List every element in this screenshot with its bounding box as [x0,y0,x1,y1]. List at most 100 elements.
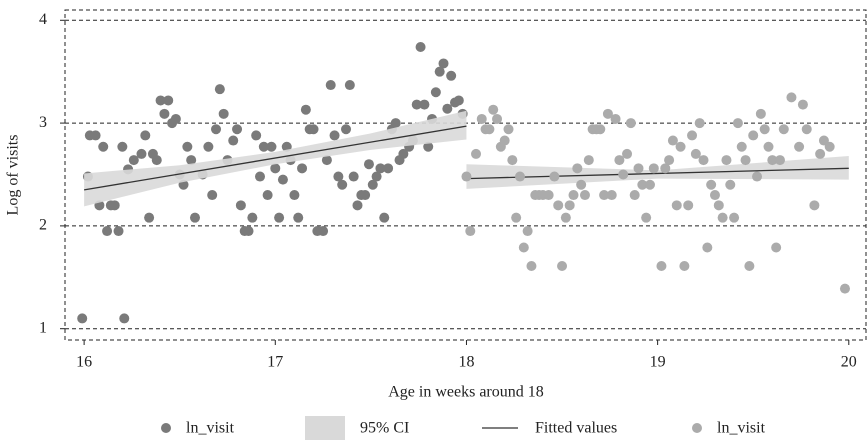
scatter-point [102,226,113,237]
scatter-point [732,118,743,129]
scatter-point [367,179,378,190]
scatter-point [778,124,789,135]
scatter-point [297,163,308,174]
scatter-point [664,155,675,166]
scatter-point [318,226,329,237]
scatter-point [748,130,759,141]
scatter-point [415,42,426,53]
scatter-point [375,163,386,174]
scatter-point [763,141,774,152]
scatter-point [151,155,162,166]
scatter-point [595,124,606,135]
scatter-point [518,242,529,253]
scatter-point [736,141,747,152]
scatter-point [471,148,482,159]
scatter-point [189,212,200,223]
scatter-point [344,80,355,91]
scatter-point [254,171,265,182]
scatter-point [637,179,648,190]
scatter-point [706,179,717,190]
scatter-point [371,171,382,182]
scatter-point [767,155,778,166]
scatter-point [228,135,239,146]
scatter-point [641,212,652,223]
scatter-point [465,226,476,237]
legend-marker [305,416,345,440]
scatter-point [182,141,193,152]
x-axis-label: Age in weeks around 18 [388,384,544,401]
scatter-point [270,163,281,174]
scatter-point [329,130,340,141]
scatter-point [721,155,732,166]
scatter-point [488,104,499,115]
scatter-point [277,174,288,185]
scatter-point [549,171,560,182]
scatter-point [709,190,720,201]
y-tick-label: 4 [39,11,47,28]
scatter-point [583,155,594,166]
scatter-point [140,130,151,141]
scatter-point [717,212,728,223]
scatter-point [543,190,554,201]
plot-frame [64,9,867,341]
scatter-point [752,171,763,182]
scatter-point [476,113,487,124]
scatter-point [729,212,740,223]
scatter-point [771,242,782,253]
scatter-point [341,124,352,135]
scatter-point [159,108,170,119]
scatter-point [289,190,300,201]
scatter-point [308,124,319,135]
scatter-point [507,155,518,166]
scatter-point [136,148,147,159]
scatter-point [484,124,495,135]
scatter-point [325,80,336,91]
scatter-point [434,66,445,77]
scatter-point [363,159,374,170]
scatter-point [786,92,797,103]
scatter-point [599,190,610,201]
scatter-point [262,190,273,201]
scatter-point [824,141,835,152]
scatter-point [511,212,522,223]
scatter-point [622,148,633,159]
scatter-point [679,260,690,271]
scatter-point [568,190,579,201]
scatter-point [744,260,755,271]
scatter-point [671,200,682,211]
scatter-point [379,212,390,223]
x-tick-label: 17 [267,354,283,371]
legend-marker [692,423,702,433]
scatter-point [207,190,218,201]
scatter-point [383,163,394,174]
x-tick-label: 19 [650,354,666,371]
scatter-point [247,212,258,223]
confidence-band [466,155,849,189]
y-axis-label: Log of visits [5,135,22,216]
scatter-point [526,260,537,271]
x-tick-label: 18 [458,354,474,371]
y-tick-label: 2 [39,217,47,234]
scatter-point [77,313,88,324]
scatter-point [499,135,510,146]
scatter-point [453,95,464,106]
scatter-point [644,179,655,190]
scatter-point [232,124,243,135]
scatter-point [492,113,503,124]
scatter-point [564,200,575,211]
scatter-point [90,130,101,141]
scatter-point [218,108,229,119]
scatter-point [572,163,583,174]
scatter-point [809,200,820,211]
y-tick-label: 3 [39,114,47,131]
scatter-point [713,200,724,211]
scatter-point [348,171,359,182]
scatter-point [113,226,124,237]
scatter-point [461,171,472,182]
scatter-point [155,95,166,106]
scatter-point [163,95,174,106]
scatter-point [560,212,571,223]
scatter-point [625,118,636,129]
scatter-point [293,212,304,223]
